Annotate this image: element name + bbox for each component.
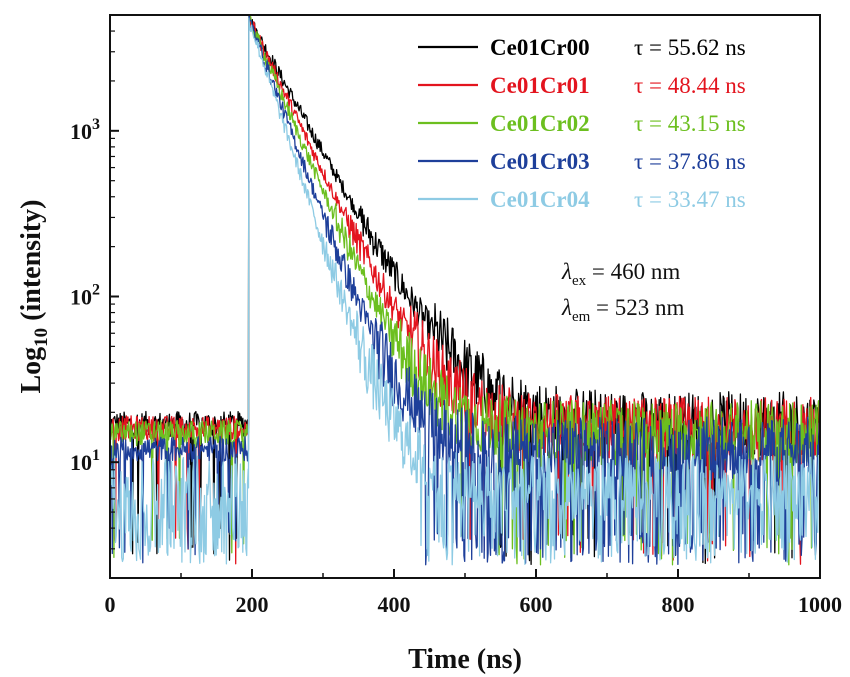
legend-lifetime: τ = 33.47 ns	[634, 187, 746, 212]
y-tick-label: 101	[70, 447, 100, 475]
legend-lifetime: τ = 55.62 ns	[634, 35, 746, 60]
y-axis-title-sub: 10	[31, 328, 52, 347]
legend-lifetime: τ = 48.44 ns	[634, 73, 746, 98]
y-tick-label: 102	[70, 282, 100, 310]
y-tick-label: 103	[70, 116, 100, 144]
series-traces	[109, 14, 820, 566]
legend: Ce01Cr00 τ = 55.62 ns Ce01Cr01 τ = 48.44 ns…	[418, 35, 746, 212]
x-tick-label: 400	[378, 592, 411, 617]
x-axis-title: Time (ns)	[408, 644, 522, 675]
legend-label: Ce01Cr02	[490, 111, 590, 136]
annotations: λex = 460 nm λem = 523 nm	[561, 259, 685, 325]
series-line-ce01cr04	[109, 17, 820, 566]
tick-labels: 0 200 400 600 800 1000 101 102 103	[70, 116, 842, 617]
legend-lifetime: τ = 43.15 ns	[634, 111, 746, 136]
y-axis-title: Log10 (intensity)	[16, 199, 52, 393]
x-tick-label: 0	[105, 592, 116, 617]
wavelength-annotation: λem = 523 nm	[561, 295, 685, 325]
legend-label: Ce01Cr00	[490, 35, 590, 60]
legend-label: Ce01Cr04	[490, 187, 590, 212]
axis-ticks	[109, 30, 821, 578]
legend-lifetime: τ = 37.86 ns	[634, 149, 746, 174]
x-tick-label: 600	[520, 592, 553, 617]
y-axis-title-rest: (intensity)	[16, 199, 47, 327]
x-tick-label: 1000	[798, 592, 842, 617]
x-tick-label: 800	[662, 592, 695, 617]
wavelength-annotation: λex = 460 nm	[561, 259, 680, 289]
series-line-ce01cr02	[109, 14, 820, 566]
x-tick-label: 200	[236, 592, 269, 617]
legend-label: Ce01Cr03	[490, 149, 590, 174]
y-axis-title-main: Log	[16, 347, 47, 394]
legend-label: Ce01Cr01	[490, 73, 590, 98]
